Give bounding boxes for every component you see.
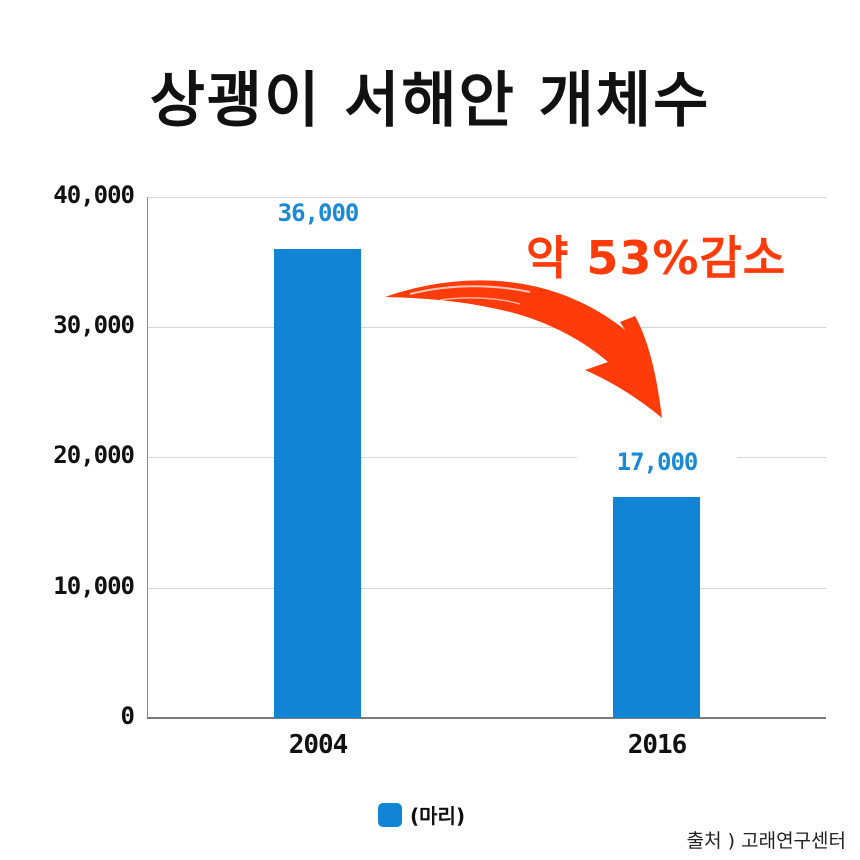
bar-2016 — [613, 497, 700, 718]
y-axis-line — [147, 197, 148, 718]
plot-area — [147, 197, 826, 719]
x-tick-2016: 2016 — [627, 730, 688, 760]
source-note: 출처 ) 고래연구센터 — [686, 830, 846, 852]
y-tick-40000: 40,000 — [53, 181, 135, 209]
y-tick-0: 0 — [120, 702, 135, 730]
decrease-annotation: 약 53%감소 — [526, 231, 787, 285]
bar-label-2004: 36,000 — [238, 199, 398, 227]
gridline-30000 — [147, 327, 826, 328]
bar-2004 — [274, 249, 361, 718]
y-tick-10000: 10,000 — [53, 572, 135, 600]
y-tick-30000: 30,000 — [53, 311, 135, 339]
legend-swatch-icon — [378, 802, 402, 827]
gridline-40000 — [147, 197, 826, 198]
x-tick-2004: 2004 — [288, 730, 349, 760]
bar-label-2016: 17,000 — [577, 448, 737, 476]
curved-arrow-icon — [385, 280, 662, 418]
chart-title: 상괭이 서해안 개체수 — [149, 66, 711, 136]
gridline-10000 — [147, 588, 826, 589]
y-tick-20000: 20,000 — [53, 441, 135, 469]
legend: (마리) — [378, 800, 465, 829]
x-axis-line — [147, 717, 826, 719]
legend-label: (마리) — [410, 804, 466, 828]
gridline-20000 — [147, 457, 826, 458]
